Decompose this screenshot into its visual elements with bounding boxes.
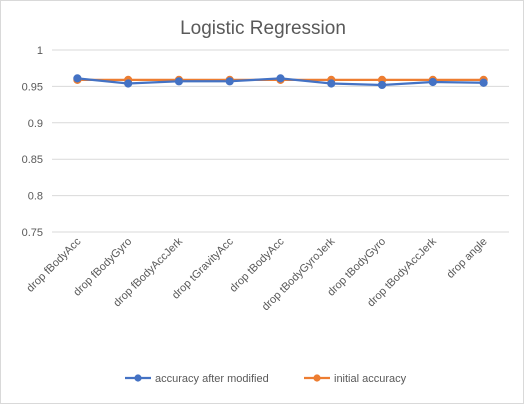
data-point: [225, 77, 234, 86]
y-tick-label: 0.8: [28, 191, 43, 203]
legend-label: initial accuracy: [334, 373, 407, 385]
data-point: [327, 79, 336, 88]
y-tick-label: 1: [37, 45, 43, 57]
series-layer: [73, 74, 488, 90]
data-point: [377, 80, 387, 90]
data-point: [174, 77, 184, 86]
legend: accuracy after modified initial accuracy: [125, 373, 407, 385]
chart-title: Logistic Regression: [180, 18, 346, 39]
data-point: [276, 74, 285, 83]
x-tick-label: drop angle: [444, 236, 489, 281]
data-point: [124, 79, 133, 88]
data-point: [73, 74, 82, 83]
data-point: [428, 77, 437, 87]
y-tick-label: 0.75: [22, 227, 43, 239]
y-tick-label: 0.85: [22, 154, 43, 166]
data-point: [479, 78, 488, 87]
y-tick-label: 0.9: [28, 118, 43, 130]
legend-label: accuracy after modified: [155, 373, 269, 385]
y-axis-tick-labels: 0.75 0.8 0.85 0.9 0.95 1: [22, 45, 43, 239]
legend-marker: [313, 374, 321, 382]
y-tick-label: 0.95: [22, 81, 43, 93]
legend-marker: [134, 374, 142, 382]
